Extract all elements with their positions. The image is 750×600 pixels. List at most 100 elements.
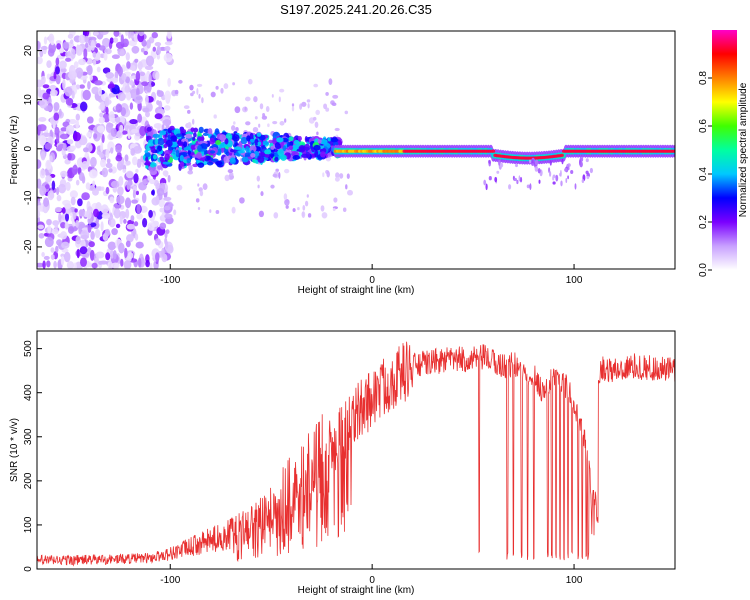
heatmap-cell [499, 162, 504, 168]
heatmap-cell [70, 196, 76, 206]
heatmap-cell [258, 123, 261, 128]
heatmap-cell [139, 71, 146, 77]
heatmap-cell [126, 223, 135, 230]
heatmap-cell [56, 194, 62, 202]
heatmap-cell [185, 133, 193, 139]
heatmap-cell [78, 172, 85, 182]
heatmap-cell [60, 67, 67, 73]
heatmap-cell [48, 33, 55, 44]
heatmap-cell [87, 224, 92, 233]
colorbar-tick-label: 0.8 [698, 71, 709, 85]
heatmap-cell [41, 251, 45, 258]
heatmap-cell [138, 181, 147, 191]
heatmap-cell [39, 135, 47, 146]
heatmap-cell [322, 172, 325, 178]
heatmap-cell [193, 132, 197, 138]
heatmap-cell [113, 31, 120, 37]
heatmap-cell [120, 34, 124, 45]
heatmap-cell [87, 81, 91, 90]
heatmap-cell [552, 175, 555, 181]
heatmap-cell [125, 170, 134, 179]
heatmap-cell [146, 126, 152, 132]
heatmap-cell [565, 177, 568, 184]
heatmap-cell [59, 60, 67, 69]
heatmap-cell [144, 150, 149, 154]
colorbar-tick-label: 0.4 [698, 167, 709, 181]
heatmap-cell [37, 224, 45, 230]
heatmap-cell [227, 169, 234, 174]
heatmap-cell [107, 241, 117, 251]
heatmap-cell [344, 110, 349, 115]
heatmap-cell [231, 125, 236, 131]
heatmap-cell [68, 119, 77, 125]
heatmap-cell [56, 43, 62, 50]
heatmap-cell [104, 228, 111, 237]
heatmap-cell [105, 122, 113, 133]
heatmap-cell [49, 155, 53, 163]
heatmap-cell [187, 121, 192, 129]
heatmap-cell [58, 108, 62, 117]
heatmap-cell [67, 33, 74, 39]
heatmap-cell [585, 158, 589, 163]
heatmap-cell [192, 90, 196, 95]
heatmap-cell [125, 52, 130, 61]
heatmap-cell [109, 196, 115, 204]
heatmap-cell [257, 141, 262, 146]
heatmap-cell [79, 101, 88, 112]
heatmap-cell [149, 262, 153, 269]
heatmap-cell [163, 205, 171, 211]
heatmap-cell [50, 254, 55, 260]
heatmap-cell [88, 241, 95, 248]
heatmap-cell [86, 131, 92, 138]
heatmap-cell [498, 159, 501, 166]
heatmap-cell [137, 113, 142, 123]
heatmap-cell [292, 208, 296, 213]
heatmap-cell [134, 58, 139, 63]
heatmap-cell [105, 106, 109, 115]
heatmap-cell [55, 57, 60, 66]
heatmap-cell [252, 126, 259, 133]
heatmap-cell [75, 113, 80, 121]
heatmap-cell [141, 81, 149, 87]
heatmap-cell [174, 89, 179, 95]
heatmap-cell [124, 85, 131, 93]
heatmap-cell [292, 154, 301, 161]
x-tick-label: 100 [566, 575, 583, 586]
heatmap-cell [230, 157, 236, 163]
heatmap-cell [585, 170, 589, 175]
heatmap-cell [146, 39, 151, 49]
heatmap-cell [518, 175, 521, 182]
heatmap-cell [233, 146, 242, 150]
heatmap-cell [55, 74, 61, 85]
heatmap-cell [330, 137, 339, 143]
heatmap-cell [65, 57, 72, 62]
heatmap-cell [262, 141, 269, 145]
heatmap-cell [84, 35, 89, 44]
heatmap-cell [246, 135, 251, 142]
heatmap-cell [85, 182, 91, 190]
heatmap-cell [272, 173, 278, 178]
heatmap-cell [169, 125, 175, 131]
heatmap-cell [113, 208, 121, 219]
heatmap-cell [42, 260, 46, 269]
heatmap-cell [95, 43, 101, 48]
heatmap-cell [111, 54, 120, 60]
heatmap-cell [145, 259, 150, 268]
heatmap-cell [151, 32, 159, 39]
heatmap-cell [37, 178, 42, 189]
heatmap-cell [257, 184, 260, 189]
y-tick-label: 500 [23, 340, 34, 357]
heatmap-cell [292, 144, 298, 150]
heatmap-cell [152, 46, 157, 52]
heatmap-cell [137, 61, 143, 71]
heatmap-cell [46, 60, 52, 68]
heatmap-cell [559, 169, 562, 177]
heatmap-cell [675, 148, 679, 155]
heatmap-cell [100, 141, 104, 153]
heatmap-cell [41, 75, 46, 85]
heatmap-cell [78, 226, 82, 235]
heatmap-cell [301, 101, 307, 107]
x-tick-label: -100 [160, 275, 180, 286]
snr-y-label: SNR (10 * v/v) [9, 418, 20, 482]
heatmap-cell [64, 86, 73, 97]
